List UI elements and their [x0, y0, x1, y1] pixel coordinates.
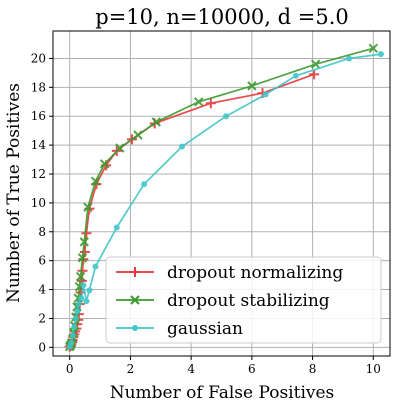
data-point-dropout-stabilizing [368, 43, 379, 54]
data-point-dropout-stabilizing [99, 159, 110, 169]
grid [53, 31, 390, 356]
y-tick-label: 10 [31, 196, 46, 210]
data-point-gaussian [71, 324, 78, 331]
legend-box [105, 256, 382, 344]
legend-label: dropout stabilizing [167, 291, 330, 311]
y-axis-label: Number of True Positives [4, 83, 24, 303]
data-point-gaussian [346, 55, 353, 62]
data-point-dropout-normalizing [81, 228, 92, 239]
x-tick-label: 10 [366, 362, 381, 376]
y-tick-label: 14 [31, 138, 47, 152]
y-tick-label: 2 [38, 311, 46, 325]
data-point-dropout-normalizing [309, 69, 320, 80]
plot-frame [52, 30, 391, 357]
y-tick-label: 20 [31, 51, 46, 65]
data-point-gaussian [86, 287, 93, 294]
legend-marker [130, 295, 140, 305]
data-point-dropout-stabilizing [310, 59, 321, 69]
x-axis-label: Number of False Positives [110, 383, 335, 400]
data-point-gaussian [223, 113, 230, 120]
y-tick-label: 12 [31, 167, 46, 181]
data-point-gaussian [141, 181, 148, 188]
legend-label: dropout normalizing [167, 263, 343, 283]
legend-label: gaussian [167, 319, 243, 339]
legend-item-dropout-stabilizing: dropout stabilizing [116, 291, 330, 311]
data-point-gaussian [74, 308, 81, 315]
y-tick-label: 8 [38, 225, 46, 239]
data-point-dropout-stabilizing [194, 97, 204, 107]
data-point-gaussian [179, 143, 186, 150]
y-tick-label: 16 [31, 109, 46, 123]
axis-ticks: 0 2 4 6 8 10 0 2 4 6 8 10 12 14 16 18 20 [31, 51, 381, 376]
y-tick-label: 6 [38, 254, 46, 268]
y-tick-label: 0 [38, 340, 46, 354]
data-point-dropout-stabilizing [247, 81, 257, 91]
data-point-dropout-stabilizing [75, 271, 86, 282]
data-point-gaussian [80, 282, 87, 289]
x-tick-label: 6 [248, 362, 256, 376]
data-point-gaussian [292, 72, 299, 79]
data-point-dropout-stabilizing [79, 237, 89, 247]
legend-marker [130, 267, 140, 277]
data-point-gaussian [68, 340, 75, 346]
data-point-gaussian [92, 263, 99, 270]
data-point-dropout-normalizing [205, 98, 216, 109]
data-point-gaussian [72, 315, 79, 322]
data-point-gaussian [75, 301, 82, 307]
legend-item-dropout-normalizing: dropout normalizing [116, 263, 343, 283]
legend-marker [132, 325, 138, 331]
data-point-dropout-stabilizing [77, 253, 88, 263]
data-point-dropout-stabilizing [115, 143, 125, 153]
data-point-gaussian [377, 51, 384, 58]
data-point-gaussian [262, 91, 269, 98]
data-point-dropout-stabilizing [133, 130, 143, 140]
data-point-gaussian [69, 332, 76, 339]
data-point-gaussian [78, 295, 85, 302]
x-tick-label: 2 [127, 362, 135, 376]
x-tick-label: 0 [66, 362, 74, 376]
data-point-gaussian [113, 224, 120, 231]
legend-item-gaussian: gaussian [116, 319, 243, 339]
series-layer [64, 43, 384, 352]
data-point-dropout-stabilizing [151, 117, 161, 127]
x-tick-label: 8 [309, 362, 317, 376]
legend: dropout normalizing dropout stabilizing ga… [105, 256, 382, 344]
x-tick-label: 4 [187, 362, 195, 376]
data-point-gaussian [83, 298, 90, 305]
data-point-dropout-stabilizing [83, 202, 93, 212]
series-gaussian [66, 51, 384, 350]
y-tick-label: 18 [31, 80, 46, 94]
data-point-dropout-stabilizing [90, 176, 101, 186]
y-tick-label: 4 [38, 283, 46, 297]
chart-title: p=10, n=10000, d =5.0 [95, 5, 349, 29]
